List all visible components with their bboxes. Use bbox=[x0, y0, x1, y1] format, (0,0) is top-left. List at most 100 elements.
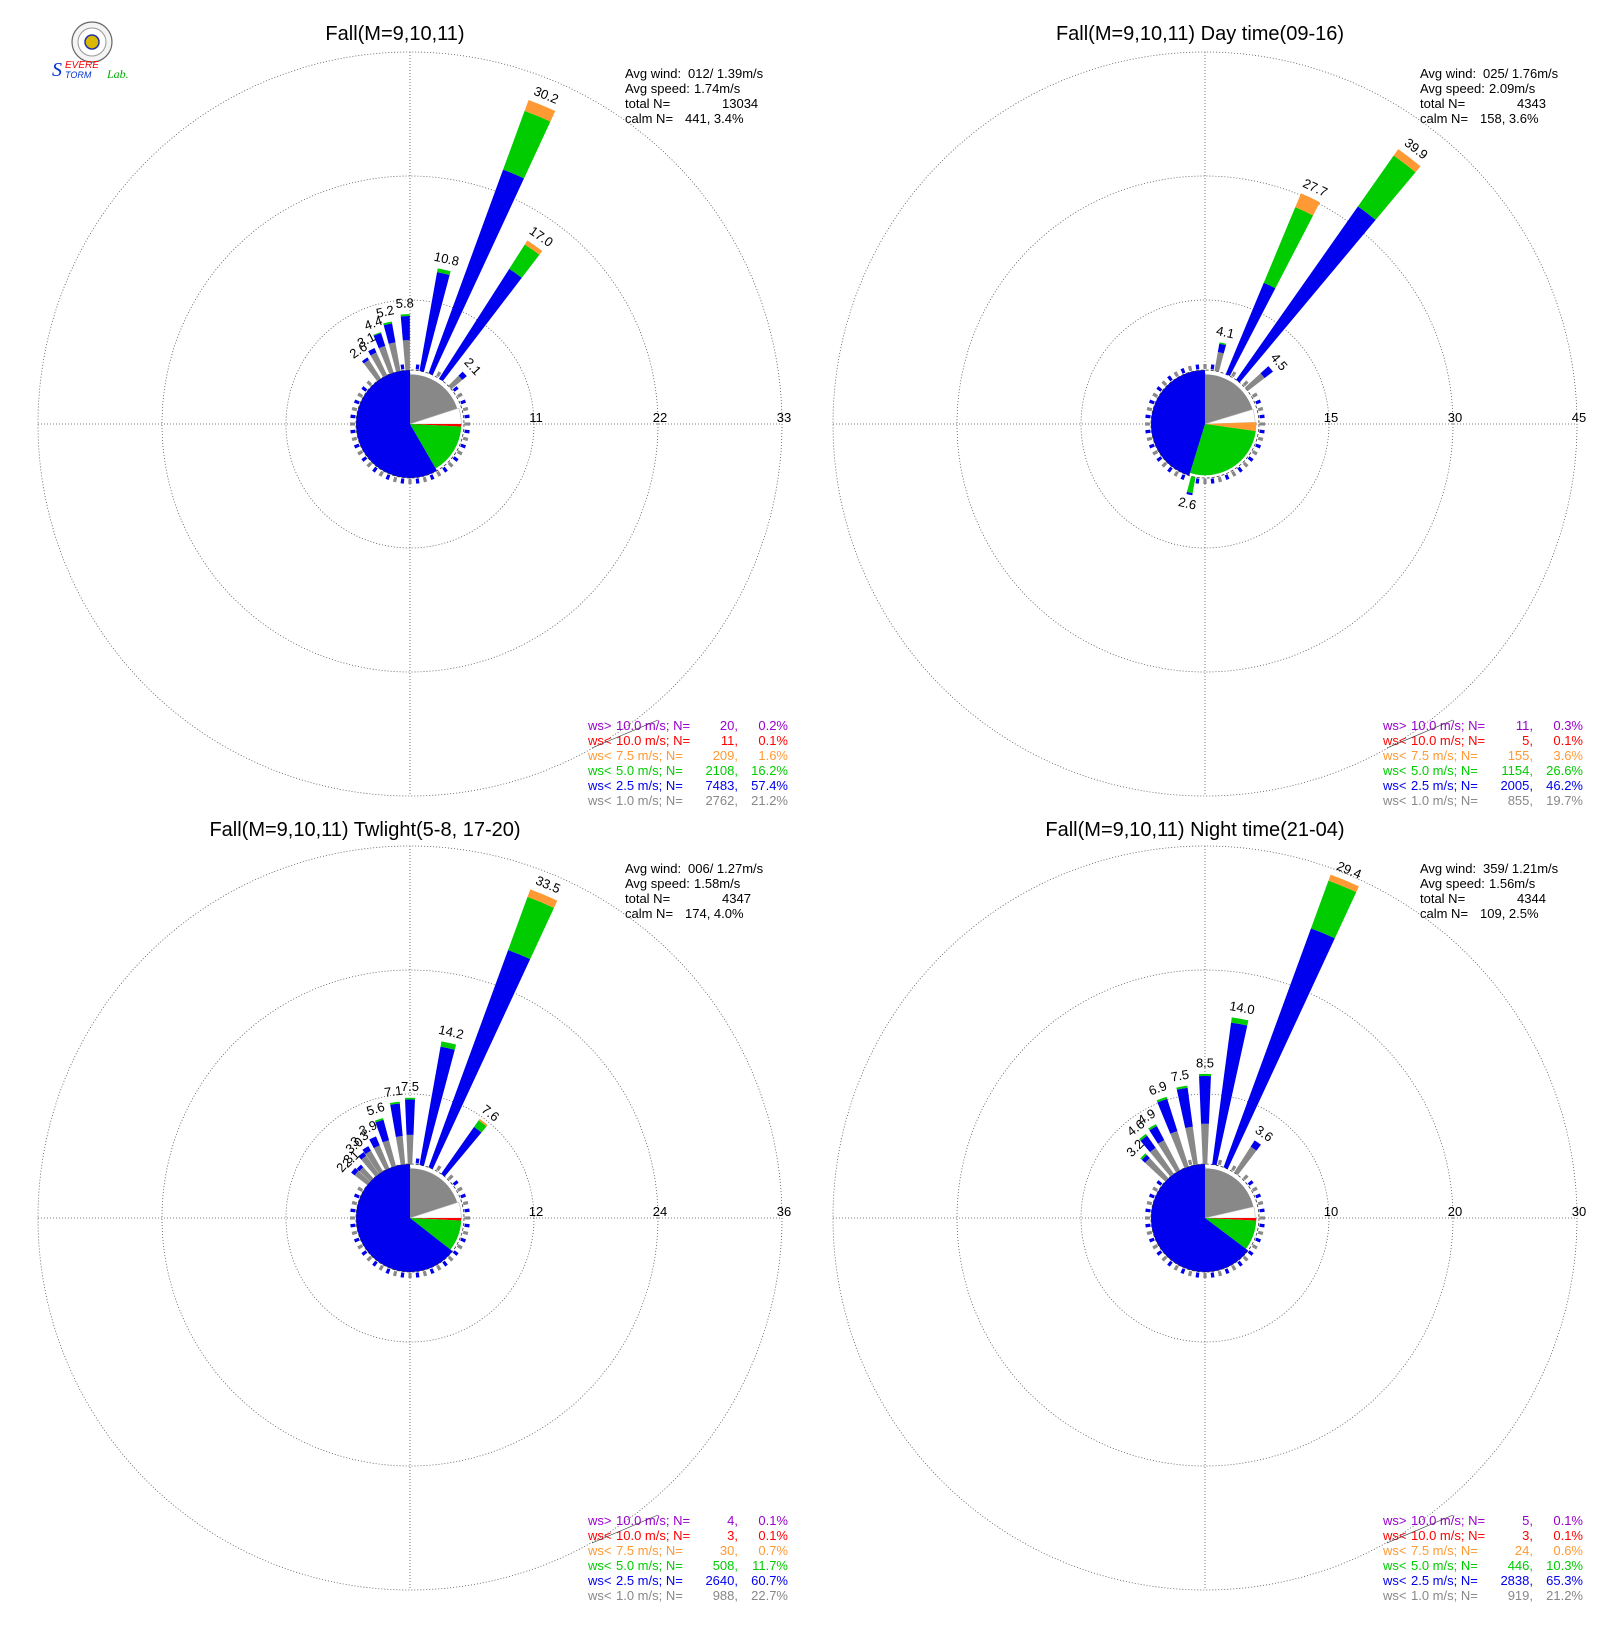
legend-speed: 10.0 m/s; N= bbox=[1411, 733, 1485, 748]
legend-count: 2640, bbox=[705, 1573, 738, 1588]
minor-direction-stub bbox=[436, 1264, 442, 1271]
avg-speed-label: Avg speed: bbox=[1420, 81, 1485, 96]
bar-segment-green bbox=[1219, 342, 1227, 346]
legend-count: 209, bbox=[713, 748, 738, 763]
minor-direction-stub bbox=[1156, 386, 1163, 392]
avg-speed-value: 1.58m/s bbox=[694, 876, 741, 891]
legend-percent: 0.1% bbox=[758, 733, 788, 748]
avg-wind-label: Avg wind: bbox=[1420, 861, 1476, 876]
legend-count: 30, bbox=[720, 1543, 738, 1558]
avg-wind-value: 359/ 1.21m/s bbox=[1483, 861, 1559, 876]
minor-direction-stub bbox=[456, 392, 463, 398]
legend-row-gray: ws< 1.0 m/s; N= 2762, 21.2% bbox=[587, 793, 788, 808]
minor-direction-stub bbox=[361, 1250, 368, 1256]
minor-direction-stub bbox=[1257, 436, 1264, 442]
legend-count: 24, bbox=[1515, 1543, 1533, 1558]
minor-direction-stub bbox=[415, 364, 420, 370]
bar-segment-blue bbox=[1186, 491, 1193, 496]
minor-direction-stub bbox=[1231, 1264, 1237, 1271]
minor-direction-stub bbox=[353, 1193, 360, 1199]
legend-prefix: ws< bbox=[587, 1588, 611, 1603]
minor-direction-stub bbox=[1152, 450, 1159, 456]
bar-segment-blue bbox=[1217, 343, 1226, 354]
legend-row-gray: ws< 1.0 m/s; N= 855, 19.7% bbox=[1382, 793, 1583, 808]
minor-direction-stub bbox=[1247, 1250, 1254, 1256]
legend-count: 446, bbox=[1508, 1558, 1533, 1573]
avg-wind-value: 006/ 1.27m/s bbox=[688, 861, 764, 876]
minor-direction-stub bbox=[1255, 1193, 1262, 1199]
bar-segment-blue bbox=[1176, 1087, 1193, 1128]
legend-speed: 5.0 m/s; N= bbox=[1411, 1558, 1478, 1573]
bar-segment-gray bbox=[378, 345, 394, 375]
bar-segment-blue bbox=[428, 949, 531, 1170]
legend-row-green: ws< 5.0 m/s; N= 446, 10.3% bbox=[1382, 1558, 1583, 1573]
bar-segment-gray bbox=[370, 352, 388, 378]
avg-speed-value: 2.09m/s bbox=[1489, 81, 1536, 96]
bar-segment-orange bbox=[1393, 149, 1421, 173]
bar-segment-blue bbox=[419, 272, 450, 372]
range-ring bbox=[161, 175, 659, 673]
minor-direction-stub bbox=[1146, 436, 1153, 442]
total-label: total N= bbox=[1420, 96, 1465, 111]
minor-direction-stub bbox=[1146, 1230, 1153, 1236]
ring-label: 12 bbox=[529, 1204, 543, 1219]
minor-direction-stub bbox=[1145, 422, 1151, 426]
legend-row-gray: ws< 1.0 m/s; N= 988, 22.7% bbox=[587, 1588, 788, 1603]
legend-speed: 2.5 m/s; N= bbox=[616, 778, 683, 793]
calm-value: 174, 4.0% bbox=[685, 906, 744, 921]
speed-legend: ws> 10.0 m/s; N= 11, 0.3% ws< 10.0 m/s; N= 5, 0… bbox=[1382, 718, 1583, 808]
core-sector-white bbox=[409, 407, 462, 425]
bar-value-label: 3.1 bbox=[355, 329, 378, 351]
legend-prefix: ws< bbox=[587, 748, 611, 763]
panel-title: Fall(M=9,10,11) Day time(09-16) bbox=[1056, 23, 1344, 45]
legend-percent: 0.1% bbox=[758, 1513, 788, 1528]
minor-direction-stub bbox=[351, 1200, 358, 1206]
bar-segment-gray bbox=[1144, 1157, 1169, 1182]
legend-speed: 10.0 m/s; N= bbox=[1411, 1528, 1485, 1543]
minor-direction-stub bbox=[464, 422, 470, 426]
minor-direction-stub bbox=[1180, 1268, 1186, 1275]
bar-segment-orange bbox=[524, 240, 543, 255]
bar-segment-blue bbox=[441, 1126, 482, 1177]
bar-segment-gray bbox=[1149, 1147, 1174, 1177]
bar-segment-green bbox=[374, 1118, 384, 1123]
bar-segment-green bbox=[1140, 1153, 1147, 1160]
bar-segment-green bbox=[389, 1101, 400, 1105]
minor-direction-stub bbox=[1242, 380, 1249, 387]
legend-percent: 1.6% bbox=[758, 748, 788, 763]
legend-row-red: ws< 10.0 m/s; N= 5, 0.1% bbox=[1382, 719, 1583, 749]
minor-direction-stub bbox=[452, 456, 459, 462]
legend-row-orange: ws< 7.5 m/s; N= 155, 3.6% bbox=[1382, 748, 1583, 763]
bar-segment-green bbox=[1357, 155, 1416, 220]
range-ring bbox=[37, 845, 783, 1591]
core-sector-gray bbox=[410, 1168, 458, 1218]
legend-prefix: ws< bbox=[587, 733, 611, 748]
minor-direction-stub bbox=[400, 478, 405, 484]
minor-direction-stub bbox=[462, 436, 469, 442]
minor-direction-stub bbox=[400, 364, 405, 370]
minor-direction-stub bbox=[1180, 474, 1186, 481]
bar-segment-gray bbox=[402, 340, 410, 371]
minor-direction-stub bbox=[1148, 1237, 1155, 1243]
legend-prefix: ws< bbox=[1382, 778, 1406, 793]
legend-speed: 2.5 m/s; N= bbox=[1411, 778, 1478, 793]
core-outline bbox=[355, 1163, 465, 1273]
legend-row-blue: ws< 2.5 m/s; N= 2640, 60.7% bbox=[587, 1573, 788, 1588]
bar-value-label: 5.2 bbox=[375, 302, 396, 321]
minor-direction-stub bbox=[357, 1244, 364, 1250]
legend-percent: 0.1% bbox=[1553, 1528, 1583, 1543]
legend-row-red: ws< 10.0 m/s; N= 3, 0.1% bbox=[1382, 1514, 1583, 1544]
calm-value: 441, 3.4% bbox=[685, 111, 744, 126]
bar-segment-green bbox=[1198, 1073, 1212, 1077]
range-ring bbox=[161, 969, 659, 1467]
legend-speed: 5.0 m/s; N= bbox=[1411, 763, 1478, 778]
minor-direction-stub bbox=[464, 1208, 470, 1213]
avg-speed-label: Avg speed: bbox=[625, 876, 690, 891]
minor-direction-stub bbox=[1247, 456, 1254, 462]
core-sector-blue bbox=[356, 1164, 453, 1272]
total-value: 4347 bbox=[722, 891, 751, 906]
bar-value-label: 7.1 bbox=[383, 1083, 403, 1100]
minor-direction-stub bbox=[1161, 461, 1168, 468]
legend-count: 5, bbox=[1522, 1513, 1533, 1528]
minor-direction-stub bbox=[1187, 1159, 1193, 1166]
